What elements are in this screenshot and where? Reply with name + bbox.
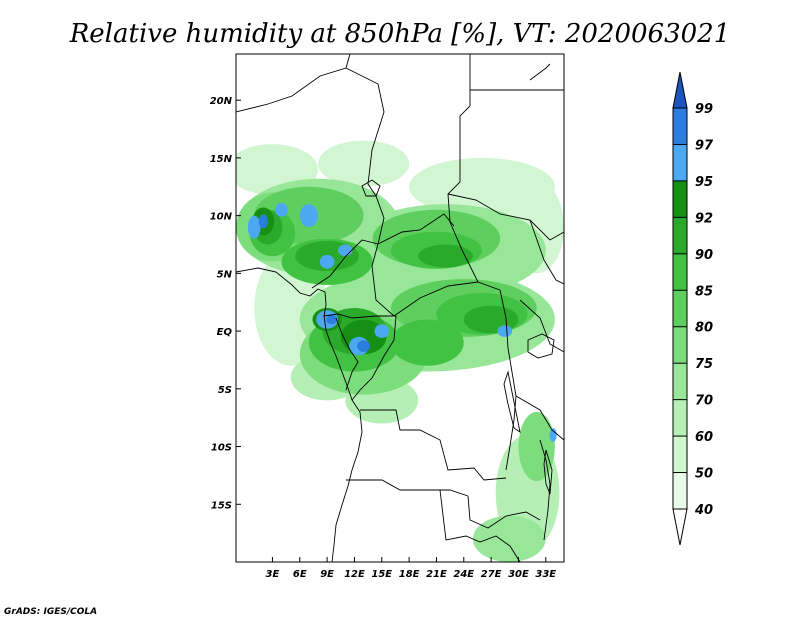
- humidity-cell-42: [357, 340, 370, 352]
- humidity-cell-39: [275, 203, 288, 217]
- border-uganda-kenya: [519, 299, 564, 353]
- border-tanzania: [515, 395, 564, 441]
- x-tick-label: 24E: [453, 569, 474, 580]
- colorbar-label: 60: [695, 430, 713, 445]
- border-car-south: [371, 265, 479, 317]
- humidity-cell-28: [418, 244, 473, 268]
- colorbar-bin-97: [673, 108, 687, 145]
- colorbar-label: 85: [695, 284, 713, 299]
- colorbar-label: 92: [695, 211, 713, 226]
- humidity-cell-36: [319, 254, 335, 269]
- humidity-cell-43: [326, 314, 338, 325]
- border-zambia-south: [467, 495, 541, 529]
- colorbar-label: 90: [695, 248, 713, 263]
- colorbar-bin-50: [673, 436, 687, 473]
- humidity-cell-35: [299, 204, 318, 228]
- lake-victoria: [527, 333, 555, 359]
- border-angola-namibia: [346, 479, 469, 497]
- y-tick-label: 5N: [217, 269, 233, 280]
- coastline: [236, 267, 363, 562]
- colorbar-label: 97: [695, 138, 714, 153]
- border-namibia-botswana: [439, 489, 521, 562]
- border-ethiopia: [529, 219, 564, 285]
- humidity-cell-38: [247, 215, 261, 239]
- colorbar-label: 80: [695, 321, 713, 336]
- humidity-cell-41: [549, 428, 557, 442]
- border-sudan-south: [447, 193, 564, 241]
- border-drc-east: [499, 289, 517, 471]
- x-tick-label: 12E: [344, 569, 365, 580]
- colorbar-bin-70: [673, 363, 687, 400]
- grads-credit: GrADS: IGES/COLA: [4, 607, 97, 617]
- border-cameroon-south: [323, 313, 396, 319]
- border-malawi: [539, 439, 551, 541]
- y-tick-label: 10N: [210, 212, 233, 223]
- map-title: Relative humidity at 850hPa [%], VT: 202…: [69, 19, 731, 49]
- humidity-cell-1: [318, 140, 410, 187]
- x-tick-label: 30E: [508, 569, 529, 580]
- humidity-cell-14: [518, 411, 555, 482]
- border-chad-car: [377, 213, 455, 245]
- x-tick-label: 33E: [535, 569, 556, 580]
- humidity-cell-37: [338, 244, 353, 257]
- colorbar-label: 95: [695, 175, 713, 190]
- colorbar-bin-75: [673, 326, 687, 364]
- country-borders: [236, 54, 564, 562]
- x-tick-label: 15E: [371, 569, 392, 580]
- border-drc-angola: [360, 409, 507, 481]
- colorbar-over-arrow: [672, 71, 688, 109]
- map-panel: 3E 6E 9E 12E 15E 18E 21E 24E 27E 30E 33E 20N 15N 10N 5…: [210, 53, 565, 580]
- humidity-field: [236, 140, 564, 562]
- y-tick-label: 15S: [211, 500, 232, 511]
- lake-tanganyika: [503, 370, 521, 433]
- lake-malawi: [543, 449, 553, 495]
- border-niger-chad: [345, 67, 385, 267]
- colorbar-bin-95: [673, 144, 687, 181]
- colorbar: 40 50 60 70 75 80 85 90 92 95 97 99: [672, 71, 714, 546]
- colorbar-bin-80: [673, 290, 687, 327]
- humidity-cell-40: [497, 325, 513, 337]
- humidity-cell-8: [472, 515, 546, 562]
- colorbar-bin-92: [673, 180, 687, 218]
- x-tick-label: 18E: [399, 569, 420, 580]
- map-frame: [235, 53, 565, 563]
- border-north: [236, 54, 351, 113]
- x-tick-label: 27E: [481, 569, 502, 580]
- humidity-cell-44: [258, 214, 268, 229]
- colorbar-bin-85: [673, 253, 687, 291]
- y-tick-label: 10S: [211, 443, 232, 454]
- x-tick-label: 21E: [426, 569, 447, 580]
- border-gabon-congo: [335, 317, 359, 391]
- colorbar-label: 99: [695, 102, 713, 117]
- colorbar-bin-40: [673, 472, 687, 509]
- humidity-cell-34: [374, 324, 390, 338]
- y-tick-label: 15N: [210, 154, 233, 165]
- colorbar-label: 40: [694, 503, 713, 518]
- colorbar-bin-90: [673, 217, 687, 254]
- colorbar-label: 50: [695, 467, 713, 482]
- x-tick-label: 9E: [320, 569, 334, 580]
- border-congo-drc: [351, 315, 397, 401]
- colorbar-bin-60: [673, 399, 687, 437]
- colorbar-label: 70: [695, 394, 713, 409]
- border-nigeria-cameroon: [311, 239, 379, 289]
- humidity-cell-23: [390, 319, 464, 366]
- x-tick-label: 6E: [293, 569, 307, 580]
- y-tick-label: 5S: [218, 385, 232, 396]
- colorbar-label: 75: [695, 357, 713, 372]
- map-axes: 3E 6E 9E 12E 15E 18E 21E 24E 27E 30E 33E 20N 15N 10N 5…: [210, 96, 557, 580]
- colorbar-under-arrow: [672, 508, 688, 546]
- red-sea-coast: [529, 63, 551, 81]
- lake-chad: [361, 179, 381, 197]
- y-tick-label: EQ: [217, 327, 233, 338]
- y-tick-label: 20N: [210, 96, 233, 107]
- x-tick-label: 3E: [266, 569, 280, 580]
